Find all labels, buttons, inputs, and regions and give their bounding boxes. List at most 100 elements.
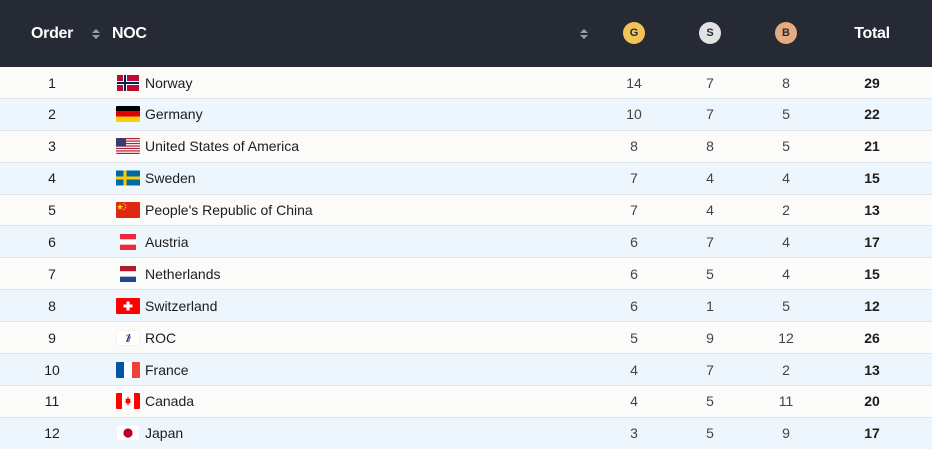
row-silver-count: 4	[706, 170, 714, 187]
sort-icon[interactable]	[90, 0, 102, 67]
sort-icon[interactable]	[578, 0, 590, 67]
row-bronze-count: 5	[782, 297, 790, 314]
table-row[interactable]: 7 Netherlands 6 5 4 15	[0, 258, 932, 291]
row-bronze-count: 2	[782, 202, 790, 219]
row-silver-count: 7	[706, 361, 714, 378]
silver-medal-icon[interactable]: S	[699, 22, 721, 44]
row-noc-name[interactable]: United States of America	[145, 138, 300, 155]
row-bronze-count: 4	[782, 170, 790, 187]
table-row[interactable]: 11 Canada 4 5 11 20	[0, 385, 932, 418]
row-bronze-count: 5	[782, 138, 790, 155]
row-silver-count: 5	[706, 393, 714, 410]
row-order: 5	[48, 202, 56, 219]
row-gold-count: 6	[630, 297, 638, 314]
table-row[interactable]: 5 People's Republic of China 7 4 2 13	[0, 194, 932, 227]
table-row[interactable]: 2 Germany 10 7 5 22	[0, 98, 932, 131]
row-noc-name[interactable]: France	[145, 361, 189, 378]
row-total-count: 17	[864, 425, 880, 442]
austria-flag-icon	[116, 226, 142, 257]
row-total-count: 26	[864, 329, 880, 346]
row-total-count: 13	[864, 361, 880, 378]
table-row[interactable]: 4 Sweden 7 4 4 15	[0, 162, 932, 195]
row-gold-count: 6	[630, 233, 638, 250]
gold-medal-icon[interactable]: G	[623, 22, 645, 44]
japan-flag-icon	[116, 418, 142, 449]
row-gold-count: 6	[630, 265, 638, 282]
row-bronze-count: 5	[782, 106, 790, 123]
table-row[interactable]: 12 Japan 3 5 9 17	[0, 417, 932, 449]
table-row[interactable]: 10 France 4 7 2 13	[0, 354, 932, 386]
row-bronze-count: 4	[782, 265, 790, 282]
row-order: 8	[48, 297, 56, 314]
row-order: 10	[44, 361, 60, 378]
row-noc-name[interactable]: Japan	[145, 425, 184, 442]
row-gold-count: 7	[630, 170, 638, 187]
table-row[interactable]: 6 Austria 6 7 4 17	[0, 226, 932, 259]
row-noc-name[interactable]: Switzerland	[145, 297, 218, 314]
row-noc-name[interactable]: ROC	[145, 329, 177, 346]
norway-flag-icon	[116, 67, 142, 98]
row-total-count: 17	[864, 233, 880, 250]
roc-flag-icon	[116, 322, 142, 353]
table-row[interactable]: 1 Norway 14 7 8 29	[0, 67, 932, 99]
row-order: 6	[48, 233, 56, 250]
row-total-count: 15	[864, 265, 880, 282]
row-gold-count: 14	[626, 74, 642, 91]
row-bronze-count: 9	[782, 425, 790, 442]
canada-flag-icon	[116, 386, 142, 417]
row-silver-count: 5	[706, 265, 714, 282]
row-silver-count: 7	[706, 233, 714, 250]
row-noc-name[interactable]: Austria	[145, 233, 189, 250]
row-silver-count: 1	[706, 297, 714, 314]
row-silver-count: 7	[706, 74, 714, 91]
china-flag-icon	[116, 195, 142, 226]
table-row[interactable]: 3 United States of America 8 8 5 21	[0, 130, 932, 163]
row-bronze-count: 2	[782, 361, 790, 378]
germany-flag-icon	[116, 99, 142, 130]
row-noc-name[interactable]: Germany	[145, 106, 203, 123]
column-header-noc[interactable]: NOC	[112, 24, 147, 42]
row-order: 3	[48, 138, 56, 155]
sweden-flag-icon	[116, 163, 142, 194]
row-gold-count: 4	[630, 393, 638, 410]
row-bronze-count: 12	[778, 329, 794, 346]
row-total-count: 20	[864, 393, 880, 410]
table-row[interactable]: 9 ROC 5 9 12 26	[0, 322, 932, 355]
row-total-count: 13	[864, 202, 880, 219]
row-gold-count: 10	[626, 106, 642, 123]
table-header: Order NOC G S B Total	[0, 0, 932, 67]
row-silver-count: 9	[706, 329, 714, 346]
row-silver-count: 7	[706, 106, 714, 123]
row-gold-count: 3	[630, 425, 638, 442]
row-gold-count: 7	[630, 202, 638, 219]
column-header-total[interactable]: Total	[854, 24, 890, 42]
row-silver-count: 8	[706, 138, 714, 155]
row-silver-count: 4	[706, 202, 714, 219]
table-row[interactable]: 8 Switzerland 6 1 5 12	[0, 290, 932, 323]
row-order: 1	[48, 74, 56, 91]
row-order: 12	[44, 425, 60, 442]
row-noc-name[interactable]: Norway	[145, 74, 193, 91]
row-noc-name[interactable]: People's Republic of China	[145, 202, 313, 219]
row-total-count: 29	[864, 74, 880, 91]
usa-flag-icon	[116, 131, 142, 162]
row-total-count: 12	[864, 297, 880, 314]
row-noc-name[interactable]: Sweden	[145, 170, 196, 187]
netherlands-flag-icon	[116, 258, 142, 289]
row-order: 9	[48, 329, 56, 346]
column-header-order[interactable]: Order	[31, 24, 74, 42]
row-bronze-count: 4	[782, 233, 790, 250]
bronze-medal-icon[interactable]: B	[775, 22, 797, 44]
row-noc-name[interactable]: Netherlands	[145, 265, 221, 282]
row-order: 7	[48, 265, 56, 282]
row-order: 2	[48, 106, 56, 123]
france-flag-icon	[116, 354, 142, 385]
row-gold-count: 4	[630, 361, 638, 378]
row-order: 4	[48, 170, 56, 187]
switzerland-flag-icon	[116, 290, 142, 321]
row-noc-name[interactable]: Canada	[145, 393, 195, 410]
row-order: 11	[44, 393, 60, 410]
row-bronze-count: 11	[778, 393, 794, 410]
row-gold-count: 5	[630, 329, 638, 346]
